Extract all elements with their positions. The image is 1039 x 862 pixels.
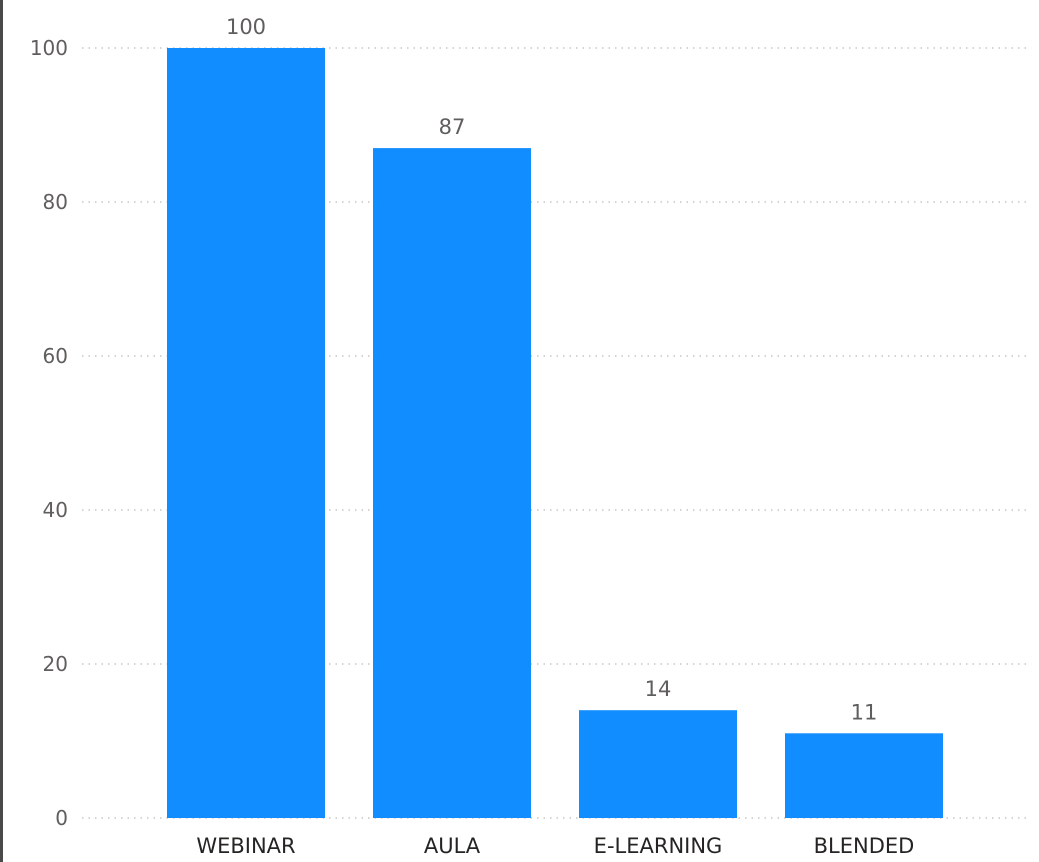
- data-label-blended: 11: [851, 700, 878, 724]
- y-tick-label-40: 40: [43, 498, 68, 522]
- frame-left-border: [0, 0, 3, 862]
- x-tick-label-blended: BLENDED: [814, 834, 915, 858]
- x-tick-label-aula: AULA: [424, 834, 481, 858]
- data-label-aula: 87: [439, 115, 466, 139]
- y-tick-label-100: 100: [30, 36, 68, 60]
- x-tick-label-webinar: WEBINAR: [196, 834, 295, 858]
- data-labels: 100 87 14 11: [226, 15, 877, 724]
- y-axis-ticks: 0 20 40 60 80 100: [30, 36, 68, 830]
- bar-blended: [785, 733, 943, 818]
- bar-aula: [373, 148, 531, 819]
- y-tick-label-0: 0: [55, 806, 68, 830]
- data-label-e-learning: 14: [645, 677, 672, 701]
- y-tick-label-60: 60: [43, 344, 68, 368]
- bars: [167, 48, 943, 819]
- data-label-webinar: 100: [226, 15, 266, 39]
- y-tick-label-80: 80: [43, 190, 68, 214]
- x-tick-label-e-learning: E-LEARNING: [594, 834, 723, 858]
- x-axis-labels: WEBINAR AULA E-LEARNING BLENDED: [196, 834, 914, 858]
- bar-e-learning: [579, 710, 737, 818]
- y-tick-label-20: 20: [43, 652, 68, 676]
- bar-webinar: [167, 48, 325, 818]
